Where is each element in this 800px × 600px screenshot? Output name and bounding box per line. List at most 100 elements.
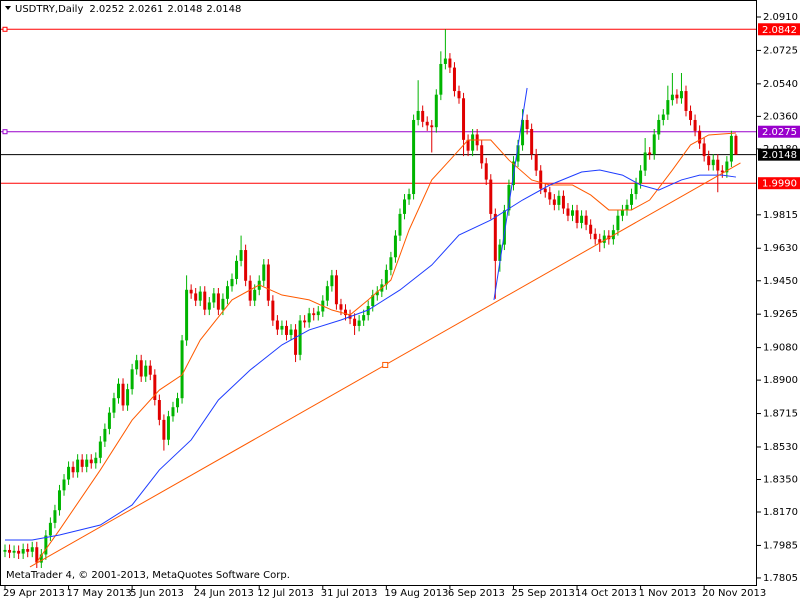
- candle-body: [711, 159, 715, 166]
- candle-body: [498, 244, 502, 261]
- candle-body: [144, 365, 148, 377]
- candle-body: [207, 302, 211, 310]
- candle-body: [702, 143, 706, 157]
- candle-body: [425, 121, 429, 126]
- candle-body: [502, 210, 506, 245]
- candle-body: [53, 510, 57, 523]
- candle-body: [325, 286, 329, 301]
- candle-body: [266, 264, 270, 301]
- candle-body: [230, 278, 234, 287]
- y-tick-label: 1.8715: [763, 409, 798, 420]
- candle-body: [389, 257, 393, 270]
- candle-body: [543, 188, 547, 193]
- candle-body: [35, 547, 39, 563]
- x-tick-label: 19 Aug 2013: [384, 588, 448, 599]
- candle-body: [126, 389, 130, 406]
- candle-body: [194, 293, 198, 301]
- candle-body: [275, 320, 279, 330]
- candle-body: [316, 311, 320, 316]
- candle-body: [421, 110, 425, 122]
- candle-body: [375, 291, 379, 296]
- candle-body: [566, 208, 570, 216]
- candle-body: [271, 300, 275, 321]
- candle-body: [716, 159, 720, 171]
- candle-body: [666, 100, 670, 115]
- candle-body: [353, 318, 357, 326]
- candle-body: [85, 459, 89, 467]
- candle-body: [225, 286, 229, 299]
- candle-body: [294, 329, 298, 355]
- candle-body: [185, 289, 189, 341]
- candle-body: [516, 145, 520, 162]
- candle-body: [253, 289, 257, 301]
- candle-body: [443, 58, 447, 64]
- candle-body: [630, 194, 634, 205]
- candle-body: [357, 320, 361, 326]
- candle-body: [661, 114, 665, 120]
- candle-body: [430, 125, 434, 128]
- candle-body: [539, 170, 543, 189]
- candle-body: [216, 293, 220, 310]
- candle-body: [280, 325, 284, 330]
- candle-body: [534, 154, 538, 171]
- candle-body: [593, 233, 597, 240]
- candle-body: [162, 419, 166, 440]
- y-tick-label: 2.0725: [763, 45, 798, 56]
- last-low: 2.0148: [167, 4, 202, 15]
- candle-body: [212, 293, 216, 303]
- symbol-menu-arrow[interactable]: [5, 6, 11, 10]
- moving-average-line: [5, 169, 737, 541]
- candle-body: [620, 210, 624, 216]
- plot-border: [0, 0, 757, 586]
- price-label-box: [758, 23, 800, 36]
- moving-average-line: [36, 132, 736, 563]
- candle-body: [157, 400, 161, 420]
- candle-body: [198, 291, 202, 301]
- candle-body: [39, 554, 43, 563]
- x-tick-label: 5 Jun 2013: [130, 588, 184, 599]
- candle-body: [648, 152, 652, 155]
- candle-body: [412, 119, 416, 195]
- x-tick-label: 17 May 2013: [67, 588, 132, 599]
- candle-body: [366, 306, 370, 316]
- y-tick-label: 1.8170: [763, 507, 798, 518]
- candle-body: [652, 134, 656, 155]
- candle-body: [525, 119, 529, 130]
- candle-body: [507, 185, 511, 211]
- candle-body: [571, 210, 574, 216]
- y-tick-label: 1.7985: [763, 540, 798, 551]
- candle-body: [643, 152, 647, 171]
- candle-body: [471, 134, 475, 151]
- price-label-box: [758, 177, 800, 190]
- candle-body: [289, 329, 293, 335]
- candle-body: [679, 91, 683, 99]
- candle-body: [330, 275, 334, 287]
- y-tick-label: 1.9450: [763, 276, 798, 287]
- x-tick-label: 20 Nov 2013: [702, 588, 766, 599]
- candle-body: [384, 269, 388, 285]
- candle-body: [17, 550, 21, 554]
- candle-body: [684, 91, 688, 111]
- candle-body: [602, 235, 606, 243]
- price-label-box: [758, 148, 800, 161]
- candle-body: [180, 340, 184, 399]
- candle-body: [493, 213, 497, 261]
- y-tick-label: 1.9630: [763, 243, 798, 254]
- candle-body: [616, 215, 620, 231]
- candle-body: [675, 94, 679, 99]
- y-tick-label: 2.0360: [763, 111, 798, 122]
- candle-body: [148, 365, 152, 375]
- candle-body: [344, 309, 347, 316]
- chart-header: USDTRY,Daily 2.0252 2.0261 2.0148 2.0148: [15, 4, 241, 15]
- candle-body: [398, 213, 402, 236]
- candle-body: [657, 119, 661, 135]
- candle-body: [457, 91, 461, 99]
- candle-body: [580, 215, 584, 223]
- trendline: [493, 87, 528, 300]
- candle-body: [26, 549, 30, 552]
- candle-body: [221, 298, 225, 310]
- last-open: 2.0252: [89, 4, 124, 15]
- y-tick-label: 2.0910: [763, 12, 798, 23]
